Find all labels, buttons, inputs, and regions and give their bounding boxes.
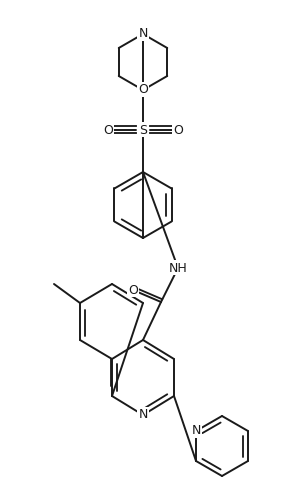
Text: N: N bbox=[138, 28, 148, 41]
Text: O: O bbox=[103, 124, 113, 136]
Text: N: N bbox=[138, 409, 148, 421]
Text: O: O bbox=[128, 284, 138, 296]
Text: O: O bbox=[138, 83, 148, 96]
Text: N: N bbox=[191, 424, 201, 438]
Text: O: O bbox=[173, 124, 183, 136]
Text: NH: NH bbox=[169, 261, 187, 275]
Text: S: S bbox=[139, 124, 147, 136]
